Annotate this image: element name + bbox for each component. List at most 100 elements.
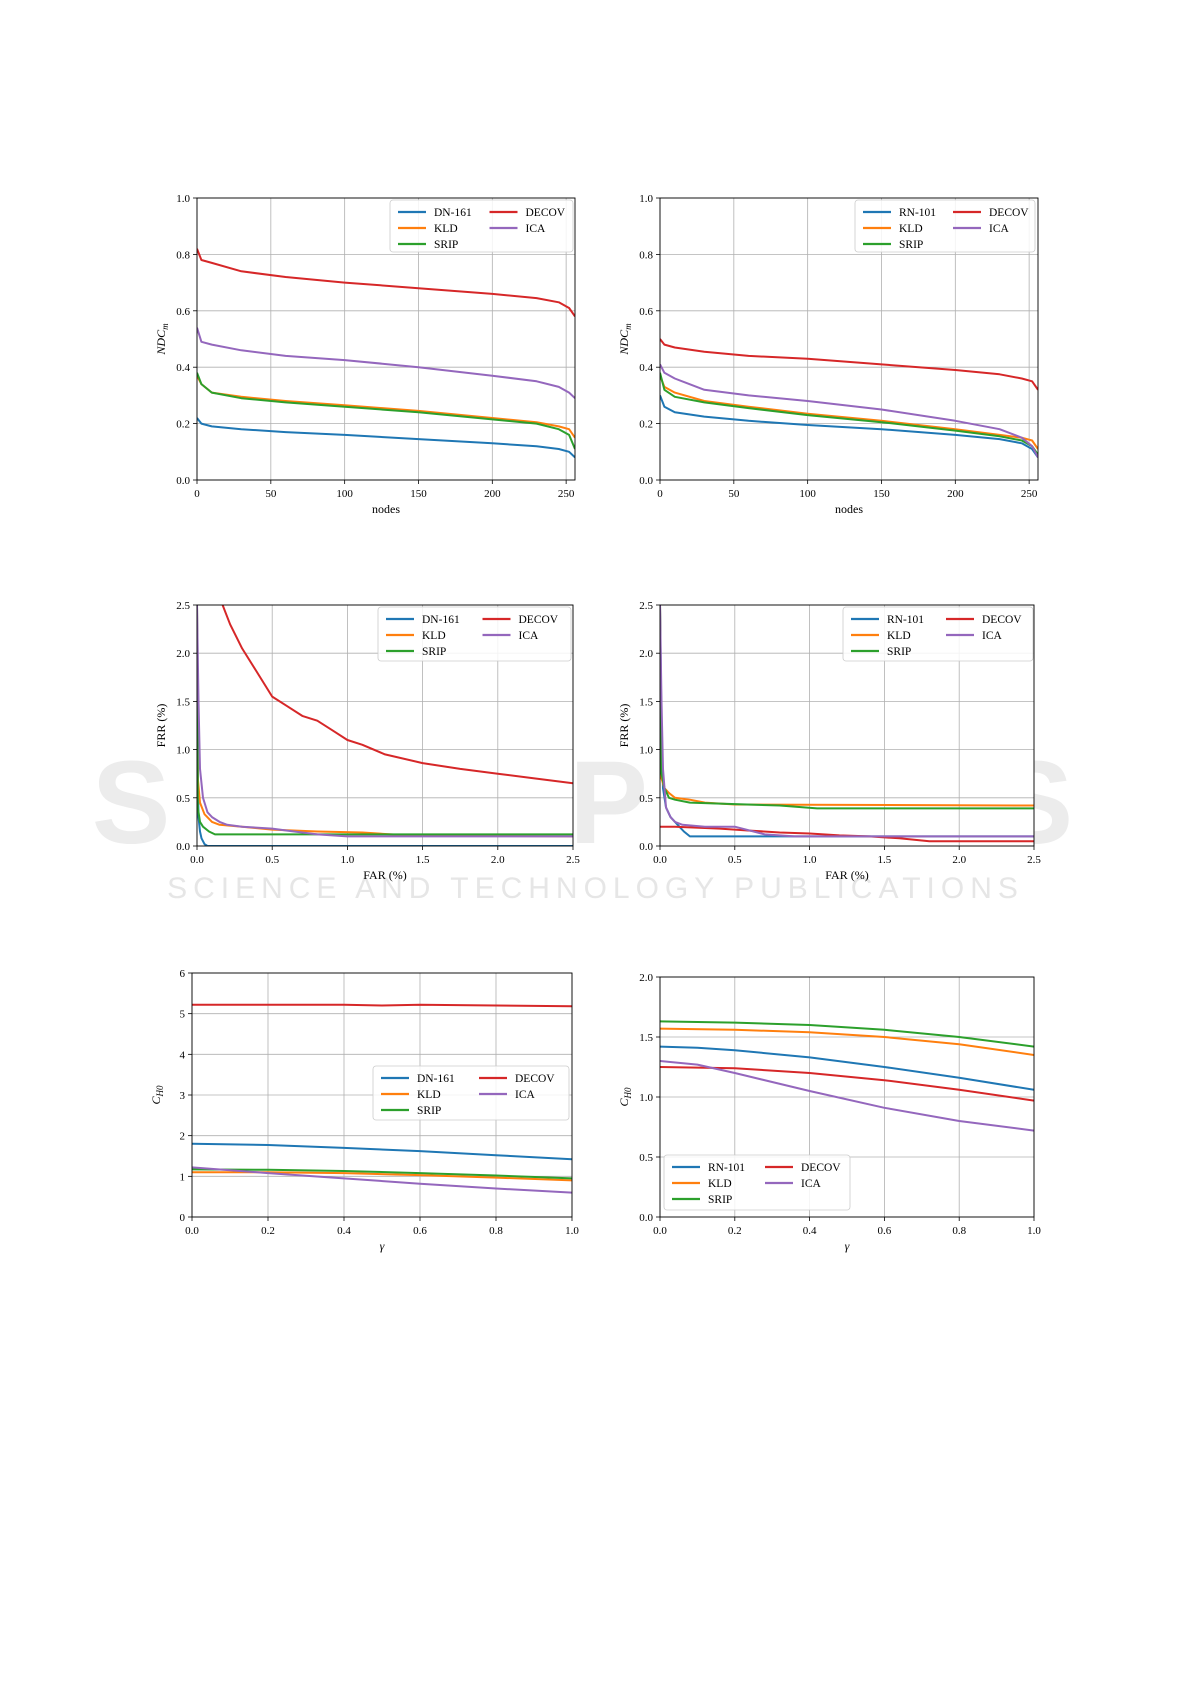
series-line-ica — [660, 605, 1034, 838]
chart-5: 0.0 0.2 0.4 0.6 0.8 1.0 0 1 2 3 4 5 6 γ CH0 DN-161 KLD SR… — [149, 968, 579, 1253]
legend-box — [663, 1154, 851, 1211]
x-tick-label: 0.0 — [653, 1225, 667, 1237]
y-tick-label: 1.0 — [176, 193, 190, 205]
legend-box — [377, 606, 572, 662]
y-tick-label: 0.0 — [639, 475, 653, 487]
x-tick-label: 100 — [799, 488, 816, 500]
y-tick-label: 1.0 — [639, 745, 653, 757]
y-axis-label: CH0 — [149, 1085, 165, 1105]
series-line-decov — [660, 825, 1034, 843]
x-tick-label: 1.0 — [1027, 1225, 1041, 1237]
series-line-dn-161 — [197, 417, 575, 459]
y-tick-label: 0.0 — [176, 841, 190, 853]
x-tick-label: 1.5 — [878, 854, 892, 866]
y-tick-label: 0.2 — [176, 419, 190, 431]
legend-box — [389, 199, 574, 253]
legend: DN-161 KLD SRIP DECOV ICA — [377, 606, 572, 662]
legend-label: DECOV — [519, 614, 559, 626]
x-tick-label: 150 — [410, 488, 427, 500]
legend-label: ICA — [515, 1089, 536, 1101]
series-line-srip — [197, 605, 573, 836]
legend-label: SRIP — [887, 646, 911, 658]
legend-label: RN-101 — [887, 614, 924, 626]
y-tick-label: 2 — [180, 1131, 186, 1143]
series-line-dn-161 — [192, 1142, 572, 1161]
series-line-decov — [197, 248, 575, 317]
series-line-ica — [660, 1060, 1034, 1132]
legend-label: DN-161 — [417, 1073, 455, 1085]
legend-box — [372, 1065, 570, 1121]
legend-label: KLD — [417, 1089, 441, 1101]
y-axis-label: CH0 — [617, 1087, 633, 1107]
y-tick-label: 1.5 — [639, 1032, 653, 1044]
y-tick-label: 0.8 — [639, 249, 653, 261]
plot-frame — [659, 197, 1039, 481]
y-axis-label: NDCm — [154, 323, 170, 356]
x-axis-label: FAR (%) — [363, 868, 406, 882]
legend-label: ICA — [519, 630, 540, 642]
series-line-rn-101 — [660, 395, 1038, 458]
chart-2: 0 50 100 150 200 250 0.0 0.2 0.4 0.6 0.8 1.0 nodes ND… — [617, 193, 1039, 516]
legend-label: DECOV — [526, 207, 566, 219]
legend-label: DECOV — [982, 614, 1022, 626]
y-tick-label: 0.5 — [639, 793, 653, 805]
series-line-srip — [192, 1168, 572, 1180]
plot-frame — [191, 972, 573, 1218]
chart-6: 0.0 0.2 0.4 0.6 0.8 1.0 0.0 0.5 1.0 1.5 2.0 γ CH0 RN-… — [617, 972, 1041, 1253]
x-tick-label: 0.4 — [803, 1225, 817, 1237]
x-tick-label: 1.0 — [565, 1225, 579, 1237]
legend-box — [842, 606, 1034, 662]
x-tick-label: 2.0 — [952, 854, 966, 866]
x-axis-label: γ — [380, 1239, 385, 1253]
series-line-decov — [660, 338, 1038, 391]
x-tick-label: 1.0 — [341, 854, 355, 866]
legend-box — [854, 199, 1036, 253]
x-tick-label: 0 — [657, 488, 663, 500]
x-tick-label: 1.5 — [416, 854, 430, 866]
x-tick-label: 100 — [336, 488, 353, 500]
x-tick-label: 2.5 — [566, 854, 580, 866]
y-tick-label: 1.0 — [176, 745, 190, 757]
y-tick-label: 0.0 — [176, 475, 190, 487]
x-tick-label: 250 — [558, 488, 575, 500]
x-tick-label: 1.0 — [803, 854, 817, 866]
x-tick-label: 200 — [947, 488, 964, 500]
y-tick-label: 2.0 — [176, 648, 190, 660]
x-tick-label: 0.5 — [728, 854, 742, 866]
series-line-srip — [660, 1020, 1034, 1048]
x-tick-label: 2.0 — [491, 854, 505, 866]
y-tick-label: 1.5 — [639, 696, 653, 708]
y-tick-label: 0.4 — [176, 362, 190, 374]
series-line-decov — [221, 605, 573, 785]
y-tick-label: 0 — [180, 1212, 186, 1224]
legend: RN-101 KLD SRIP DECOV ICA — [663, 1154, 851, 1211]
x-tick-label: 2.5 — [1027, 854, 1041, 866]
y-tick-label: 3 — [180, 1090, 186, 1102]
x-tick-label: 0 — [194, 488, 200, 500]
legend-label: ICA — [526, 223, 547, 235]
y-tick-label: 1 — [180, 1171, 186, 1183]
series-line-rn-101 — [660, 1045, 1034, 1091]
y-tick-label: 0.5 — [639, 1152, 653, 1164]
legend-label: SRIP — [899, 239, 923, 251]
series-line-kld — [660, 1027, 1034, 1056]
y-tick-label: 2.0 — [639, 972, 653, 984]
series-line-decov — [192, 1003, 572, 1008]
legend-label: ICA — [989, 223, 1010, 235]
chart-1: 0 50 100 150 200 250 0.0 0.2 0.4 0.6 0.8 1.0 nodes ND… — [154, 193, 576, 516]
legend: RN-101 KLD SRIP DECOV ICA — [842, 606, 1034, 662]
plot-frame — [196, 604, 574, 847]
y-tick-label: 2.0 — [639, 648, 653, 660]
legend-label: SRIP — [708, 1194, 732, 1206]
x-tick-label: 0.6 — [413, 1225, 427, 1237]
y-tick-label: 4 — [180, 1049, 186, 1061]
x-tick-label: 0.0 — [190, 854, 204, 866]
legend-label: ICA — [801, 1178, 822, 1190]
x-tick-label: 0.4 — [337, 1225, 351, 1237]
x-axis-label: FAR (%) — [825, 868, 868, 882]
x-tick-label: 0.6 — [878, 1225, 892, 1237]
series-line-decov — [660, 1066, 1034, 1102]
x-tick-label: 0.2 — [728, 1225, 742, 1237]
x-tick-label: 50 — [728, 488, 740, 500]
